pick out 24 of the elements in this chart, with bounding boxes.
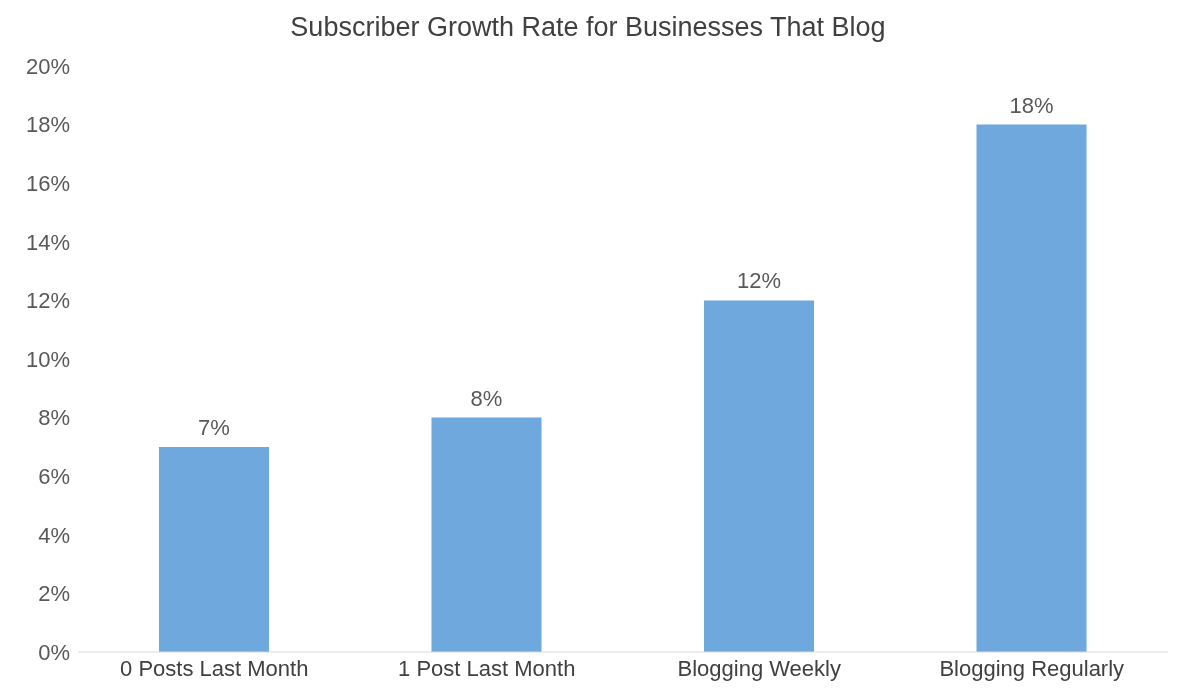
y-tick-label: 2% [38, 581, 70, 607]
y-tick-label: 4% [38, 522, 70, 548]
chart-title: Subscriber Growth Rate for Businesses That Blog [289, 11, 887, 44]
bar [159, 446, 269, 652]
y-tick-label: 8% [38, 405, 70, 431]
y-tick-label: 0% [38, 639, 70, 665]
bar [431, 417, 542, 652]
x-tick-label: Blogging Weekly [677, 655, 841, 681]
data-label: 18% [1009, 92, 1054, 118]
x-tick-label: 1 Post Last Month [398, 655, 576, 681]
bar [976, 124, 1087, 652]
data-label: 7% [198, 414, 230, 440]
data-label: 12% [736, 268, 782, 294]
data-label: 8% [470, 385, 503, 411]
y-tick-label: 10% [25, 346, 70, 372]
y-tick-label: 12% [25, 288, 70, 314]
y-tick-label: 18% [25, 112, 70, 138]
x-tick-label: Blogging Regularly [939, 655, 1125, 681]
y-tick-label: 16% [25, 171, 70, 197]
bar [704, 300, 814, 652]
y-tick-label: 6% [38, 464, 70, 490]
y-tick-label: 14% [25, 229, 70, 255]
y-tick-label: 20% [25, 53, 70, 79]
x-tick-label: 0 Posts Last Month [120, 655, 309, 681]
